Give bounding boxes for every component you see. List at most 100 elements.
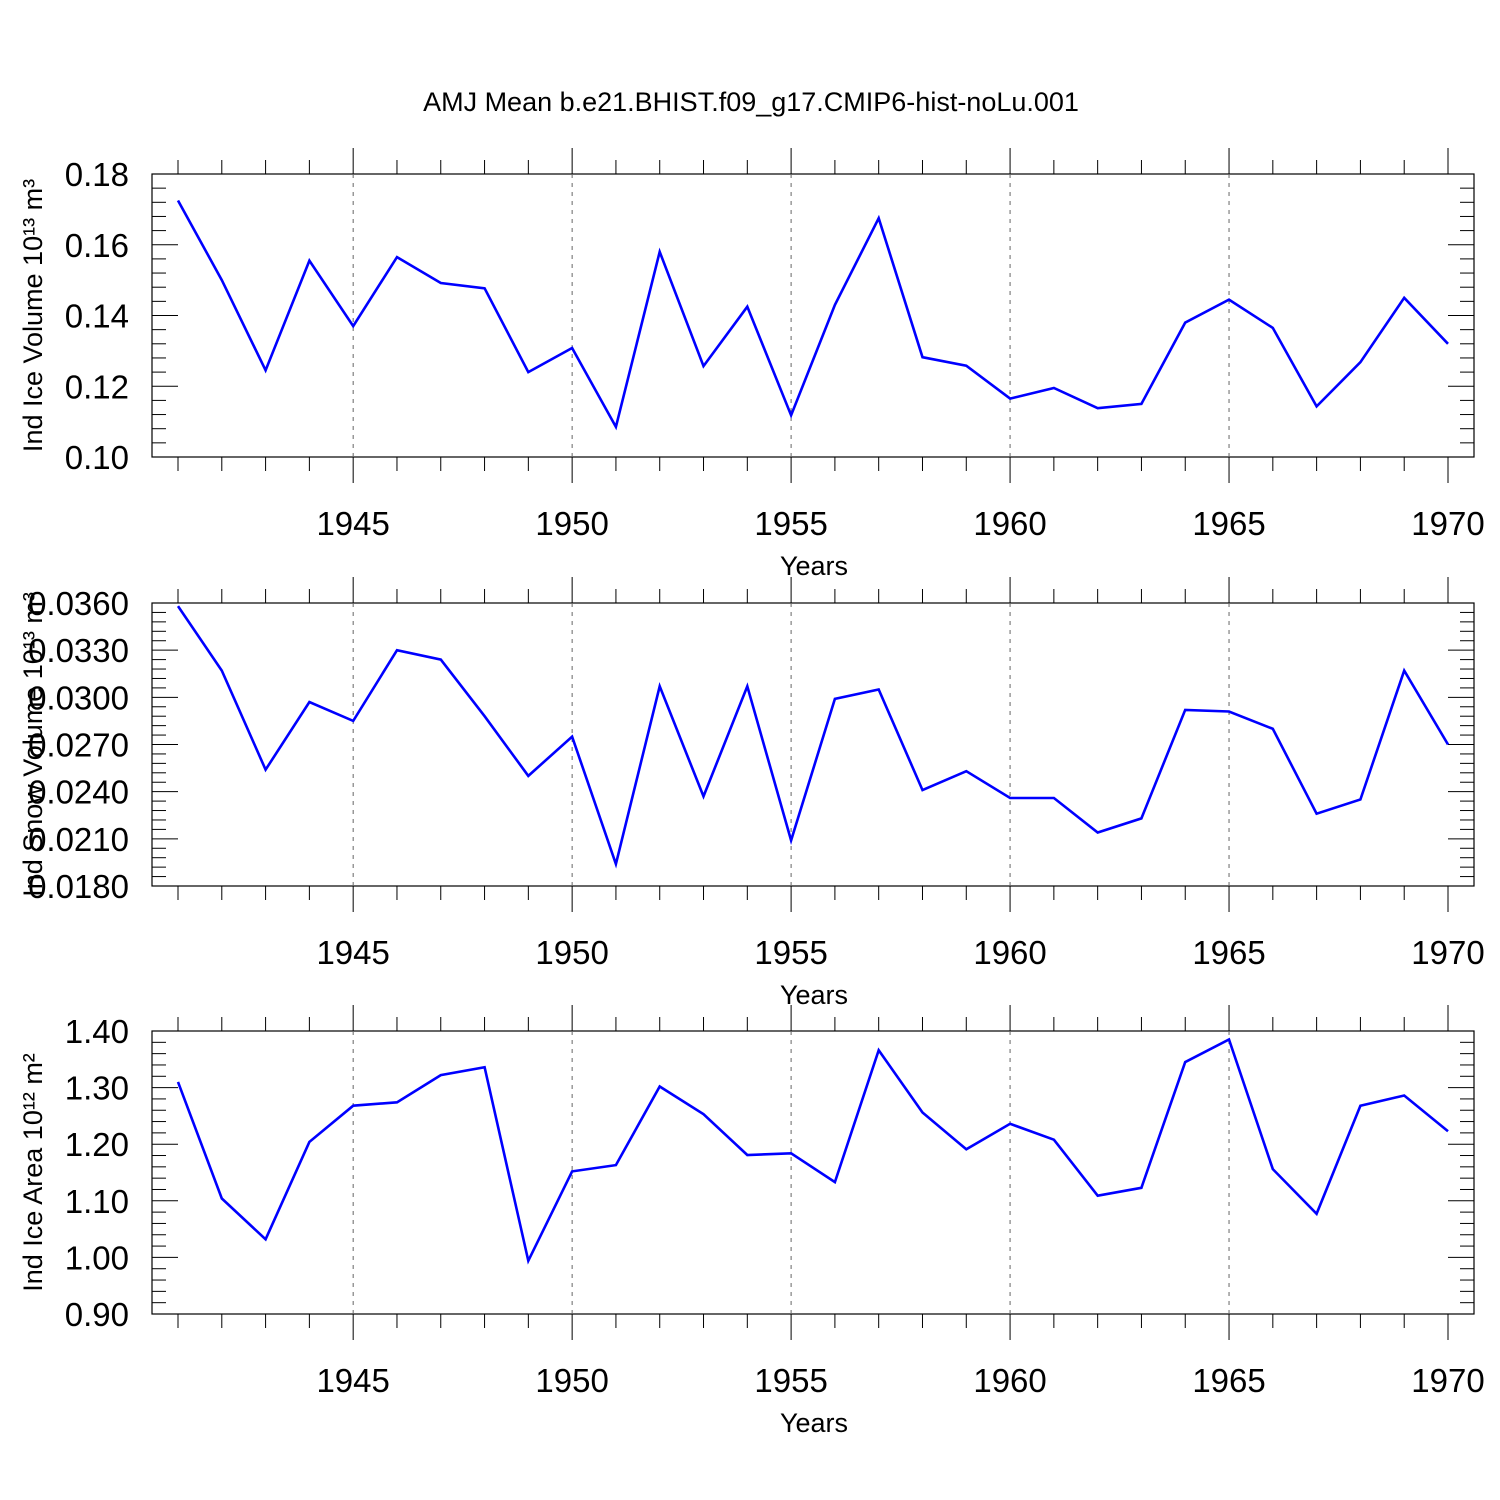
data-point (1402, 296, 1406, 300)
x-tick-label: 1970 (1411, 1362, 1484, 1399)
y-tick-label: 0.12 (65, 368, 129, 405)
x-tick-label: 1945 (316, 505, 389, 542)
data-point (877, 216, 881, 220)
y-tick-label: 0.0240 (28, 774, 129, 811)
data-point (1227, 709, 1231, 713)
data-point (264, 1237, 268, 1241)
y-tick-label: 0.14 (65, 298, 129, 335)
x-axis-label: Years (780, 980, 848, 1010)
data-point (1227, 298, 1231, 302)
data-point (1139, 1186, 1143, 1190)
x-tick-label: 1970 (1411, 505, 1484, 542)
data-point (526, 370, 530, 374)
panel-ice-area: 1945 1950 1955 1960 1965 1970 Years 0.90 1.00 1.1… (18, 1005, 1485, 1438)
data-point (920, 788, 924, 792)
data-point (658, 1084, 662, 1088)
y-tick-label: 0.16 (65, 227, 129, 264)
data-point (1315, 1212, 1319, 1216)
data-point (395, 648, 399, 652)
data-point (264, 768, 268, 772)
data-point (702, 364, 706, 368)
data-point (264, 368, 268, 372)
y-tick-label: 1.40 (65, 1013, 129, 1050)
figure-title: AMJ Mean b.e21.BHIST.f09_g17.CMIP6-hist-… (423, 87, 1079, 117)
data-point (614, 425, 618, 429)
data-point (439, 1073, 443, 1077)
x-tick-label: 1965 (1192, 505, 1265, 542)
data-point (351, 719, 355, 723)
y-tick-label: 1.30 (65, 1070, 129, 1107)
data-point (1139, 816, 1143, 820)
data-point (745, 1153, 749, 1157)
data-point (1315, 404, 1319, 408)
data-point (1358, 360, 1362, 364)
y-tick-label: 0.10 (65, 439, 129, 476)
data-point (1446, 1129, 1450, 1133)
x-axis-label: Years (780, 551, 848, 581)
panel-ice-volume: 1945 1950 1955 1960 1965 1970 Years 0.10 0.12 0.1… (18, 148, 1485, 581)
data-point (1402, 1094, 1406, 1098)
data-point (1183, 1060, 1187, 1064)
data-point (1008, 796, 1012, 800)
y-tick-label: 0.0360 (28, 585, 129, 622)
data-point (570, 1169, 574, 1173)
data-point (439, 281, 443, 285)
y-tick-label: 0.0300 (28, 679, 129, 716)
y-axis-label-name: Ind Ice Volume (18, 266, 48, 452)
data-point (220, 669, 224, 673)
data-point (789, 413, 793, 417)
data-point (658, 684, 662, 688)
data-point (1402, 669, 1406, 673)
data-point (1096, 1194, 1100, 1198)
data-point (1052, 796, 1056, 800)
y-tick-label: 0.0270 (28, 727, 129, 764)
data-point (1446, 743, 1450, 747)
y-tick-label: 0.18 (65, 156, 129, 193)
data-point (1271, 727, 1275, 731)
y-axis-label: Ind Snow Volume 10¹³ m³ (18, 592, 48, 897)
data-point (702, 1112, 706, 1116)
data-point (1096, 406, 1100, 410)
data-point (307, 1140, 311, 1144)
x-tick-label: 1945 (316, 1362, 389, 1399)
x-tick-label: 1950 (535, 505, 608, 542)
x-tick-label: 1965 (1192, 934, 1265, 971)
data-point (307, 700, 311, 704)
data-point (614, 862, 618, 866)
data-point (395, 255, 399, 259)
data-point (351, 1104, 355, 1108)
data-point (920, 1111, 924, 1115)
panel-snow-volume: 1945 1950 1955 1960 1965 1970 Years 0.0180 0.021… (18, 577, 1485, 1010)
y-tick-label: 0.0210 (28, 821, 129, 858)
data-point (1008, 1122, 1012, 1126)
data-point (1446, 342, 1450, 346)
data-point (833, 697, 837, 701)
y-axis-label: Ind Ice Area 10¹² m² (18, 1053, 48, 1292)
data-point (745, 684, 749, 688)
x-tick-label: 1950 (535, 934, 608, 971)
y-axis-label-units: 10¹³ m³ (18, 179, 48, 266)
data-point (1358, 1104, 1362, 1108)
plot-frame (151, 173, 1475, 458)
x-axis-label: Years (780, 1408, 848, 1438)
data-point (964, 364, 968, 368)
data-point (176, 604, 180, 608)
data-point (526, 1259, 530, 1263)
x-tick-label: 1960 (973, 505, 1046, 542)
data-point (1271, 326, 1275, 330)
data-point (351, 324, 355, 328)
data-point (964, 1147, 968, 1151)
data-point (789, 1151, 793, 1155)
x-tick-label: 1970 (1411, 934, 1484, 971)
data-point (570, 735, 574, 739)
data-point (483, 286, 487, 290)
y-tick-label: 0.0180 (28, 868, 129, 905)
x-tick-label: 1955 (754, 1362, 827, 1399)
x-tick-label: 1960 (973, 1362, 1046, 1399)
data-point (877, 687, 881, 691)
data-point (1183, 321, 1187, 325)
data-point (176, 199, 180, 203)
data-point (1227, 1037, 1231, 1041)
y-axis-label-units: 10¹³ m³ (18, 592, 48, 679)
data-point (1139, 402, 1143, 406)
